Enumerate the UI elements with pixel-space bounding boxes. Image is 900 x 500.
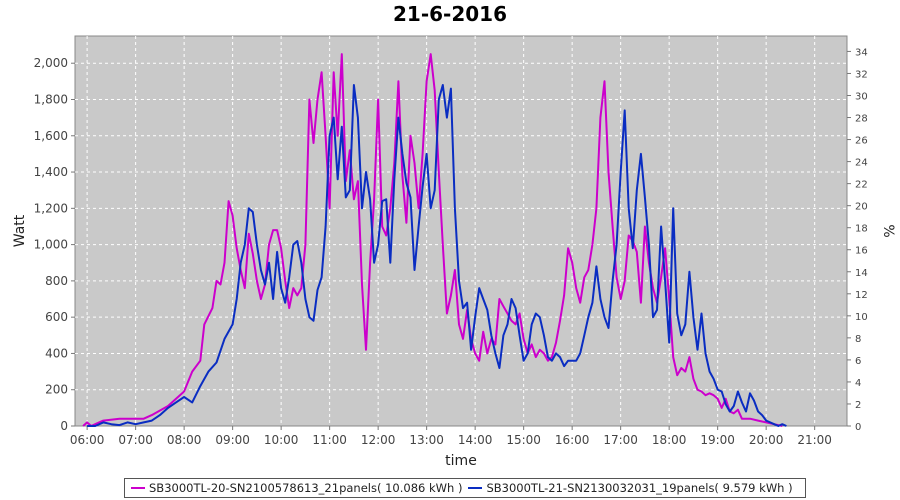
y-tick-label: 2,000 — [34, 56, 68, 70]
y2-tick-label: 32 — [855, 69, 868, 80]
y2-tick-label: 30 — [855, 91, 868, 102]
x-axis-label: time — [445, 453, 477, 469]
y2-axis-label: % — [880, 224, 896, 237]
y2-tick-label: 26 — [855, 136, 868, 147]
legend-swatch-series-2 — [468, 487, 483, 489]
x-tick-label: 08:00 — [167, 433, 202, 447]
x-tick-label: 17:00 — [603, 433, 638, 447]
x-tick-label: 10:00 — [264, 433, 299, 447]
y2-tick-label: 28 — [855, 114, 868, 125]
y2-tick-label: 10 — [855, 312, 868, 323]
y-tick-label: 800 — [45, 274, 68, 288]
y2-tick-label: 24 — [855, 158, 868, 169]
y2-tick-label: 4 — [855, 378, 861, 389]
x-tick-label: 19:00 — [700, 433, 735, 447]
series-layer — [82, 53, 787, 427]
x-tick-label: 14:00 — [458, 433, 493, 447]
x-tick-label: 13:00 — [409, 433, 444, 447]
y2-tick-label: 16 — [855, 246, 868, 257]
y2-tick-label: 2 — [855, 400, 861, 411]
y-tick-label: 200 — [45, 383, 68, 397]
plot-area — [74, 35, 848, 427]
y2-tick-label: 12 — [855, 290, 868, 301]
y-tick-label: 600 — [45, 310, 68, 324]
x-tick-label: 09:00 — [215, 433, 250, 447]
y-axis-label: Watt — [12, 214, 28, 247]
x-tick-label: 15:00 — [506, 433, 541, 447]
y2-tick-label: 34 — [855, 47, 868, 58]
legend-item-series-1: SB3000TL-20-SN2100578613_21panels( 10.08… — [131, 481, 462, 495]
y2-tick-label: 6 — [855, 356, 861, 367]
y-tick-label: 1,600 — [34, 129, 68, 143]
y2-tick-label: 20 — [855, 202, 868, 213]
axes: 06:00 07:00 08:00 09:00 10:00 11:00 12:00 13:00… — [34, 47, 868, 447]
y-tick-label: 1,400 — [34, 165, 68, 179]
series-line-2 — [87, 84, 787, 427]
x-tick-label: 06:00 — [70, 433, 105, 447]
legend-swatch-series-1 — [131, 487, 145, 489]
y2-tick-label: 14 — [855, 268, 868, 279]
x-tick-label: 12:00 — [361, 433, 396, 447]
x-tick-label: 07:00 — [118, 433, 153, 447]
legend-item-series-2: SB3000TL-21-SN2130032031_19panels( 9.579… — [468, 481, 793, 495]
y-tick-label: 0 — [60, 419, 68, 433]
legend: SB3000TL-20-SN2100578613_21panels( 10.08… — [124, 478, 806, 498]
legend-label-series-2: SB3000TL-21-SN2130032031_19panels( 9.579… — [486, 481, 793, 495]
y2-tick-label: 18 — [855, 224, 868, 235]
x-tick-label: 18:00 — [652, 433, 687, 447]
grid — [75, 36, 847, 426]
series-line-1 — [82, 53, 783, 427]
x-tick-label: 21:00 — [797, 433, 832, 447]
y2-tick-label: 0 — [855, 422, 861, 433]
legend-label-series-1: SB3000TL-20-SN2100578613_21panels( 10.08… — [149, 481, 463, 495]
x-tick-label: 20:00 — [749, 433, 784, 447]
y-tick-label: 1,800 — [34, 92, 68, 106]
y-tick-label: 1,000 — [34, 238, 68, 252]
chart-title: 21-6-2016 — [393, 2, 507, 26]
x-tick-label: 11:00 — [312, 433, 347, 447]
y-tick-label: 1,200 — [34, 201, 68, 215]
y2-tick-label: 8 — [855, 334, 861, 345]
y2-tick-label: 22 — [855, 180, 868, 191]
x-tick-label: 16:00 — [555, 433, 590, 447]
y-tick-label: 400 — [45, 346, 68, 360]
